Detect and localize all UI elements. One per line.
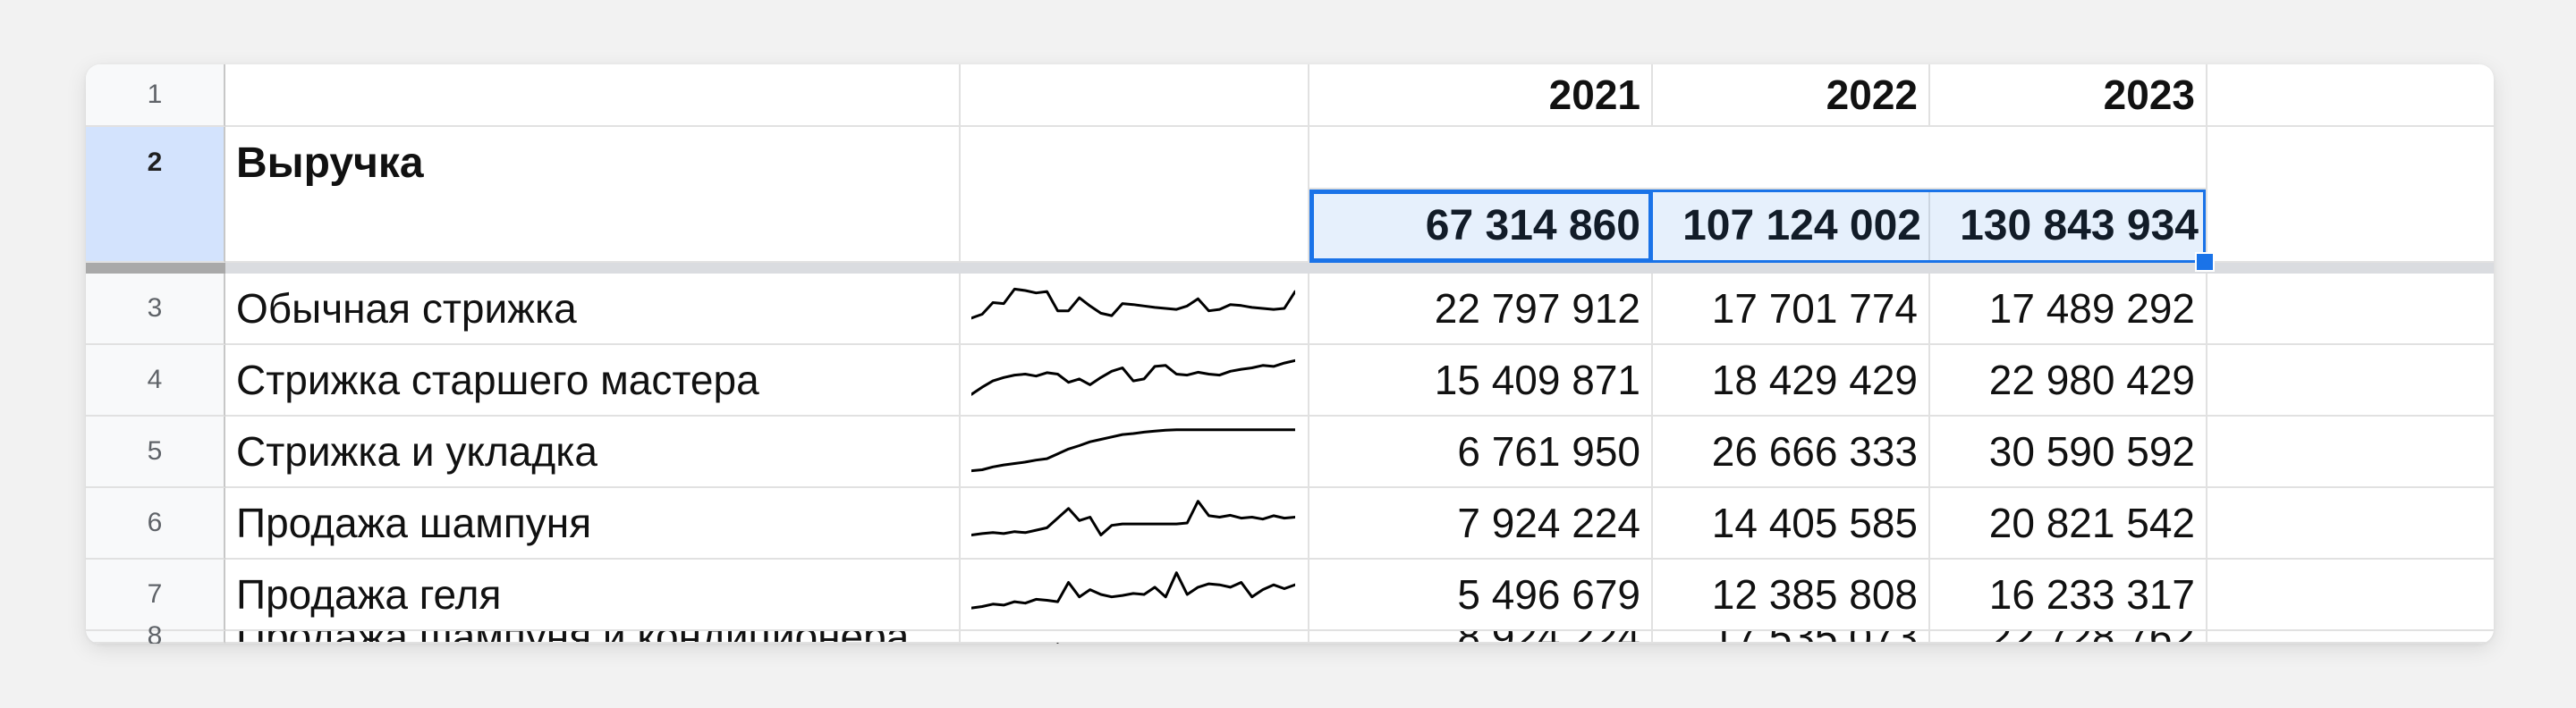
row-label[interactable]: Обычная стрижка: [225, 274, 961, 345]
value-cell[interactable]: 6 761 950: [1309, 417, 1653, 488]
empty-cell[interactable]: [2207, 345, 2494, 417]
value-cell[interactable]: 22 980 429: [1930, 345, 2207, 417]
sparkline-cell[interactable]: [961, 488, 1309, 560]
value-cell[interactable]: 17 489 292: [1930, 274, 2207, 345]
row-label[interactable]: Стрижка старшего мастера: [225, 345, 961, 417]
sparkline-chart: [971, 500, 1295, 536]
value-cell[interactable]: 16 233 317: [1930, 560, 2207, 631]
cell-g1[interactable]: [2207, 64, 2494, 127]
sparkline-cell[interactable]: [961, 560, 1309, 631]
sparkline-cell[interactable]: [961, 274, 1309, 345]
value-cell[interactable]: 8 924 224: [1309, 631, 1653, 644]
row-label[interactable]: Стрижка и укладка: [225, 417, 961, 488]
sparkline-series: [971, 358, 1295, 396]
value-cell[interactable]: 5 496 679: [1309, 560, 1653, 631]
sparkline-chart: [971, 428, 1295, 473]
spreadsheet-card: 1 2021 2022 2023 2 Выручка 67 314 860 10…: [86, 64, 2494, 644]
sparkline-series: [971, 571, 1295, 610]
sparkline-chart: [971, 571, 1295, 610]
sparkline-cell[interactable]: [961, 345, 1309, 417]
row-header-2[interactable]: 2: [86, 127, 225, 263]
value-cell[interactable]: 17 701 774: [1653, 274, 1930, 345]
sparkline-cell[interactable]: [961, 417, 1309, 488]
cell-c1[interactable]: [961, 64, 1309, 127]
row-number-2: 2: [147, 148, 163, 177]
value-cell[interactable]: 26 666 333: [1653, 417, 1930, 488]
value-cell[interactable]: 17 535 073: [1653, 631, 1930, 644]
row-label[interactable]: Продажа шампуня: [225, 488, 961, 560]
revenue-2022[interactable]: 107 124 002: [1653, 190, 1930, 263]
year-header-2022[interactable]: 2022: [1653, 64, 1930, 127]
year-header-2023[interactable]: 2023: [1930, 64, 2207, 127]
cell-b1[interactable]: [225, 64, 961, 127]
value-cell[interactable]: 22 728 762: [1930, 631, 2207, 644]
empty-cell[interactable]: [2207, 417, 2494, 488]
empty-cell[interactable]: [2207, 560, 2494, 631]
value-cell[interactable]: 14 405 585: [1653, 488, 1930, 560]
row-header-3[interactable]: 3: [86, 274, 225, 345]
sparkline-cell[interactable]: [961, 631, 1309, 644]
row-header-7[interactable]: 7: [86, 560, 225, 631]
year-header-2021[interactable]: 2021: [1309, 64, 1653, 127]
revenue-2021[interactable]: 67 314 860: [1309, 190, 1653, 263]
spreadsheet-grid[interactable]: 1 2021 2022 2023 2 Выручка 67 314 860 10…: [86, 64, 2494, 644]
empty-cell[interactable]: [2207, 274, 2494, 345]
value-cell[interactable]: 7 924 224: [1309, 488, 1653, 560]
revenue-label[interactable]: Выручка: [225, 127, 961, 263]
value-cell[interactable]: 22 797 912: [1309, 274, 1653, 345]
revenue-2023[interactable]: 130 843 934: [1930, 190, 2207, 263]
empty-cell[interactable]: [2207, 488, 2494, 560]
value-cell[interactable]: 15 409 871: [1309, 345, 1653, 417]
empty-cell[interactable]: [2207, 631, 2494, 644]
fill-handle[interactable]: [2195, 252, 2215, 272]
row-header-6[interactable]: 6: [86, 488, 225, 560]
row-header-5[interactable]: 5: [86, 417, 225, 488]
row-header-1[interactable]: 1: [86, 64, 225, 127]
cell-g2[interactable]: [2207, 127, 2494, 263]
value-cell[interactable]: 18 429 429: [1653, 345, 1930, 417]
cell-range-d2-f2-top[interactable]: [1309, 127, 2207, 190]
value-cell[interactable]: 20 821 542: [1930, 488, 2207, 560]
cell-c2[interactable]: [961, 127, 1309, 263]
sparkline-series: [971, 428, 1295, 473]
row-label[interactable]: Продажа шампуня и кондиционера: [225, 631, 961, 644]
row-header-8[interactable]: 8: [86, 621, 225, 644]
row-header-4[interactable]: 4: [86, 345, 225, 417]
frozen-rows-divider[interactable]: [86, 263, 2494, 274]
value-cell[interactable]: 12 385 808: [1653, 560, 1930, 631]
sparkline-chart: [971, 358, 1295, 396]
sparkline-series: [971, 287, 1295, 320]
value-cell[interactable]: 30 590 592: [1930, 417, 2207, 488]
frozen-rows-handle[interactable]: [86, 263, 225, 274]
sparkline-chart: [1056, 643, 1059, 644]
row-label[interactable]: Продажа геля: [225, 560, 961, 631]
sparkline-chart: [971, 287, 1295, 320]
sparkline-series: [971, 500, 1295, 536]
